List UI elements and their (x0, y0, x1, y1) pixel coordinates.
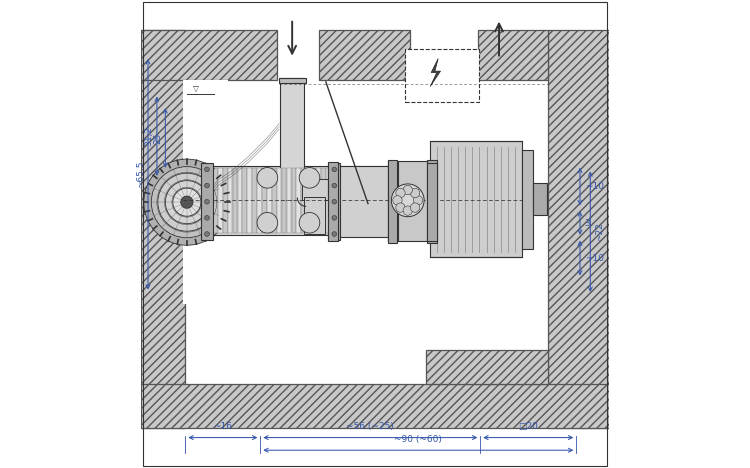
Circle shape (403, 185, 412, 195)
Text: ~10: ~10 (585, 182, 604, 191)
Text: 31,2: 31,2 (145, 126, 154, 146)
Circle shape (332, 183, 337, 188)
Circle shape (205, 199, 209, 204)
Bar (248, 168, 252, 233)
Bar (141, 384, 609, 428)
Bar (427, 163, 436, 241)
Circle shape (410, 203, 420, 212)
Bar (522, 150, 532, 249)
Text: □20: □20 (518, 423, 538, 431)
Bar (203, 168, 208, 233)
Bar (242, 168, 248, 233)
Circle shape (205, 183, 209, 188)
Circle shape (205, 167, 209, 172)
Circle shape (413, 196, 423, 205)
Circle shape (332, 199, 337, 204)
Bar (326, 168, 331, 233)
Bar (292, 168, 296, 233)
Bar (427, 350, 548, 384)
Circle shape (299, 212, 320, 233)
Text: ~10: ~10 (585, 254, 604, 263)
Bar (201, 166, 430, 235)
Bar (311, 168, 316, 233)
Bar (257, 168, 262, 233)
Bar (532, 183, 547, 215)
Bar (427, 160, 436, 243)
Bar (262, 168, 267, 233)
Bar (316, 168, 321, 233)
Bar (183, 80, 227, 304)
Bar (238, 168, 242, 233)
Bar (209, 168, 213, 233)
Circle shape (332, 232, 337, 236)
Bar (319, 30, 410, 80)
Text: 25: 25 (153, 132, 162, 144)
Bar (280, 78, 304, 200)
Circle shape (205, 215, 209, 220)
Bar (548, 30, 609, 428)
Bar (213, 168, 217, 233)
Bar (232, 168, 237, 233)
Bar (328, 166, 390, 237)
Bar (430, 141, 522, 257)
Text: ▽: ▽ (194, 83, 200, 92)
Circle shape (152, 167, 223, 238)
Bar (272, 168, 277, 233)
Circle shape (299, 168, 320, 188)
Bar (141, 30, 185, 428)
Circle shape (257, 168, 278, 188)
Bar (388, 162, 398, 241)
Bar (478, 30, 548, 80)
Circle shape (332, 167, 337, 172)
Text: 3: 3 (585, 219, 590, 227)
Text: ~65,5: ~65,5 (136, 161, 145, 188)
Bar (302, 168, 306, 233)
Circle shape (332, 215, 337, 220)
Polygon shape (430, 58, 440, 87)
Bar (328, 163, 340, 240)
Text: ~56 (~25): ~56 (~25) (346, 423, 394, 431)
Bar (252, 168, 257, 233)
Circle shape (393, 196, 402, 205)
Text: ~22: ~22 (595, 222, 604, 241)
Circle shape (165, 181, 209, 224)
Bar (388, 161, 430, 241)
Circle shape (144, 159, 230, 245)
Bar (141, 30, 277, 80)
Circle shape (396, 188, 405, 197)
Bar (282, 168, 286, 233)
Bar (302, 179, 329, 200)
Circle shape (205, 232, 209, 236)
Text: ~90 (~60): ~90 (~60) (394, 435, 442, 444)
Bar (321, 168, 326, 233)
Circle shape (172, 188, 201, 216)
Bar (306, 168, 311, 233)
Circle shape (158, 173, 216, 231)
Circle shape (392, 184, 424, 217)
Bar (406, 49, 479, 102)
Bar (201, 163, 213, 240)
Circle shape (181, 196, 193, 208)
Bar (277, 168, 281, 233)
Circle shape (410, 188, 420, 197)
Text: ~16: ~16 (214, 423, 232, 431)
Bar (388, 160, 397, 243)
Bar (304, 197, 325, 234)
Bar (286, 168, 291, 233)
Bar (328, 162, 338, 241)
Bar (218, 168, 223, 233)
Circle shape (396, 203, 405, 212)
Bar (278, 78, 306, 83)
Bar (228, 168, 232, 233)
Bar (296, 168, 301, 233)
Bar (223, 168, 227, 233)
Bar (267, 168, 272, 233)
Circle shape (257, 212, 278, 233)
Circle shape (403, 206, 412, 215)
